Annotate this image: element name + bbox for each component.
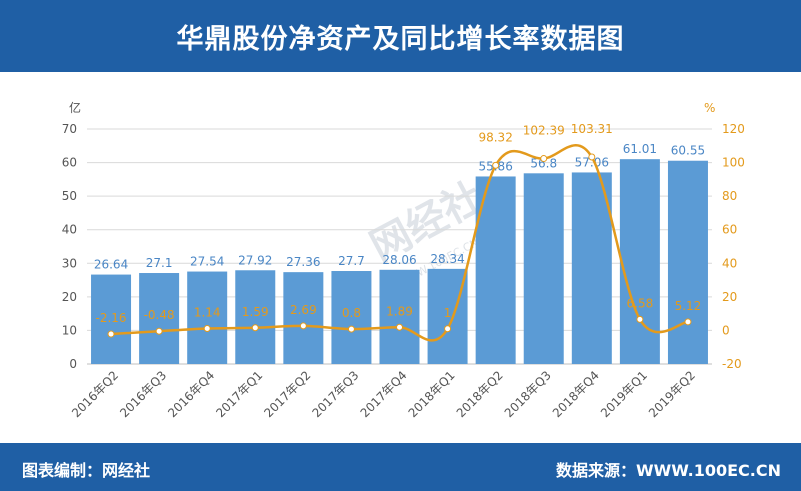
bar: [427, 268, 468, 364]
line-data-label: 1: [444, 306, 452, 320]
bar: [187, 271, 228, 364]
line-point: [107, 330, 115, 338]
x-axis-tick-label: 2017年Q4: [358, 368, 410, 420]
line-data-label: 6.58: [627, 296, 654, 310]
left-axis-tick-label: 40: [62, 223, 77, 237]
line-data-label: 5.12: [675, 299, 702, 313]
bar-data-label: 27.92: [238, 253, 272, 267]
x-axis: 2016年Q22016年Q32016年Q42017年Q12017年Q22017年…: [69, 368, 698, 420]
bar: [331, 271, 372, 364]
bar-data-label: 27.1: [146, 256, 173, 270]
footer-banner: 图表编制：网经社 数据来源：WWW.100EC.CN: [0, 443, 801, 491]
bar-data-label: 60.55: [671, 144, 705, 158]
line-point: [540, 155, 548, 163]
chart-svg: 网经社 WWW.100EC.CN 26.6427.127.5427.9227.3…: [62, 100, 745, 420]
bar-data-label: 27.7: [338, 254, 365, 268]
x-axis-tick-label: 2017年Q2: [261, 368, 313, 420]
bar-data-label: 26.64: [94, 258, 128, 272]
bar-series: [91, 159, 708, 364]
bar: [235, 270, 276, 364]
chart-title: 华鼎股份净资产及同比增长率数据图: [176, 23, 625, 55]
right-axis-tick-label: 20: [722, 290, 737, 304]
line-data-label: 98.32: [478, 130, 512, 144]
bar-data-label: 28.34: [430, 252, 464, 266]
line-point: [347, 325, 355, 333]
left-axis-tick-label: 10: [62, 323, 77, 337]
line-data-label: 2.69: [290, 303, 317, 317]
line-point: [396, 323, 403, 331]
bar-data-label: 61.01: [623, 142, 657, 156]
left-axis-tick-label: 0: [69, 357, 77, 371]
right-axis-tick-label: 0: [722, 323, 730, 337]
x-axis-tick-label: 2016年Q3: [117, 368, 169, 420]
x-axis-tick-label: 2016年Q4: [165, 368, 217, 420]
x-axis-tick-label: 2018年Q2: [454, 368, 506, 420]
x-axis-tick-label: 2017年Q3: [309, 368, 361, 420]
left-axis-tick-label: 50: [62, 189, 77, 203]
bar-data-label: 27.36: [286, 255, 320, 269]
bar: [667, 160, 708, 364]
x-axis-tick-label: 2016年Q2: [69, 368, 121, 420]
right-axis-tick-label: 120: [722, 122, 745, 136]
right-axis-tick-label: 60: [722, 223, 737, 237]
left-axis-tick-label: 30: [62, 256, 77, 270]
right-axis-unit: %: [704, 101, 715, 115]
line-data-label: 0.8: [342, 306, 361, 320]
line-data-label: 1.89: [386, 304, 413, 318]
left-axis-unit: 亿: [69, 100, 81, 115]
right-axis-tick-label: -20: [722, 357, 742, 371]
chart-area: 网经社 WWW.100EC.CN 26.6427.127.5427.9227.3…: [0, 72, 801, 445]
line-point: [684, 318, 692, 326]
line-point: [492, 161, 500, 169]
line-point: [251, 324, 259, 332]
x-axis-tick-label: 2018年Q4: [550, 368, 602, 420]
bar-data-label: 28.06: [382, 253, 416, 267]
line-data-label: -0.48: [144, 308, 175, 322]
bar: [379, 269, 420, 364]
line-data-label: 1.14: [194, 306, 221, 320]
line-data-label: 102.39: [523, 124, 565, 138]
left-axis-tick-label: 70: [62, 122, 77, 136]
line-data-label: 103.31: [571, 122, 613, 136]
bar: [91, 274, 132, 364]
bar-data-label: 27.54: [190, 255, 224, 269]
bar-data-label: 57.06: [575, 155, 609, 169]
right-axis-tick-label: 100: [722, 156, 745, 170]
line-point: [155, 327, 163, 335]
bar: [139, 273, 180, 364]
x-axis-tick-label: 2018年Q1: [406, 368, 458, 420]
x-axis-tick-label: 2019年Q2: [646, 368, 698, 420]
right-axis: -20 0 20 40 60 80 100 120%: [704, 101, 745, 371]
right-axis-tick-label: 40: [722, 256, 737, 270]
footer-source: 数据来源：WWW.100EC.CN: [555, 461, 781, 480]
bar: [523, 173, 564, 364]
footer-credit: 图表编制：网经社: [22, 461, 151, 480]
line-point: [203, 325, 211, 333]
line-point: [636, 315, 644, 323]
bar-data-label: 56.8: [530, 156, 557, 170]
growth-rate-line: [110, 143, 689, 342]
bar-labels: 26.6427.127.5427.9227.3627.728.0628.3455…: [94, 142, 705, 271]
line-data-label: 1.59: [242, 305, 269, 319]
line-series: -2.16 -0.48 1.14 1.59 2.69 0.8 1.89 1 98.32 102.3…: [96, 122, 702, 342]
x-axis-tick-label: 2019年Q1: [598, 368, 650, 420]
line-point: [299, 322, 307, 330]
left-axis: 0 10 20 30 40 50 60 70 亿: [62, 100, 81, 371]
left-axis-tick-label: 20: [62, 290, 77, 304]
bar: [619, 159, 660, 364]
x-axis-tick-label: 2018年Q3: [502, 368, 554, 420]
line-point: [588, 153, 596, 161]
right-axis-tick-label: 80: [722, 189, 737, 203]
left-axis-tick-label: 60: [62, 156, 77, 170]
line-point: [444, 325, 452, 333]
x-axis-tick-label: 2017年Q1: [213, 368, 265, 420]
line-data-label: -2.16: [96, 311, 127, 325]
bar: [283, 272, 324, 364]
title-banner: 华鼎股份净资产及同比增长率数据图: [0, 0, 801, 72]
bar: [571, 172, 612, 364]
